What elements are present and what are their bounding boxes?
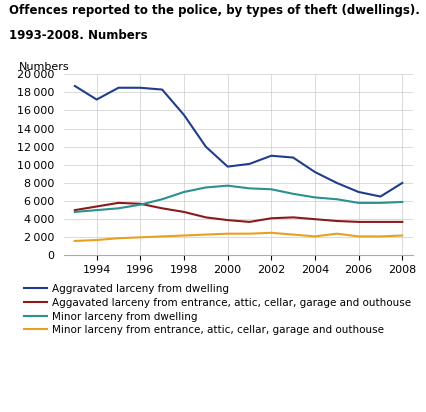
Minor larceny from dwelling xyxy=(400,199,405,204)
Aggavated larceny from entrance, attic, cellar, garage and outhouse xyxy=(291,215,296,220)
Aggravated larceny from dwelling xyxy=(291,155,296,160)
Aggavated larceny from entrance, attic, cellar, garage and outhouse xyxy=(334,218,340,223)
Aggavated larceny from entrance, attic, cellar, garage and outhouse xyxy=(225,218,230,222)
Minor larceny from dwelling xyxy=(72,209,78,214)
Minor larceny from entrance, attic, cellar, garage and outhouse xyxy=(203,232,208,237)
Minor larceny from entrance, attic, cellar, garage and outhouse xyxy=(116,236,121,241)
Aggavated larceny from entrance, attic, cellar, garage and outhouse xyxy=(378,220,383,225)
Minor larceny from dwelling xyxy=(94,208,99,213)
Aggavated larceny from entrance, attic, cellar, garage and outhouse xyxy=(269,216,274,221)
Minor larceny from entrance, attic, cellar, garage and outhouse xyxy=(334,231,340,236)
Aggravated larceny from dwelling xyxy=(94,97,99,102)
Aggavated larceny from entrance, attic, cellar, garage and outhouse xyxy=(247,220,252,225)
Aggavated larceny from entrance, attic, cellar, garage and outhouse xyxy=(181,209,187,214)
Minor larceny from entrance, attic, cellar, garage and outhouse xyxy=(400,233,405,238)
Aggravated larceny from dwelling xyxy=(312,170,317,175)
Aggavated larceny from entrance, attic, cellar, garage and outhouse xyxy=(312,217,317,222)
Aggravated larceny from dwelling xyxy=(356,190,361,194)
Minor larceny from entrance, attic, cellar, garage and outhouse xyxy=(356,234,361,239)
Legend: Aggravated larceny from dwelling, Aggavated larceny from entrance, attic, cellar: Aggravated larceny from dwelling, Aggava… xyxy=(24,284,411,335)
Minor larceny from entrance, attic, cellar, garage and outhouse xyxy=(291,232,296,237)
Minor larceny from dwelling xyxy=(334,197,340,202)
Minor larceny from entrance, attic, cellar, garage and outhouse xyxy=(138,235,143,240)
Aggavated larceny from entrance, attic, cellar, garage and outhouse xyxy=(356,220,361,225)
Aggavated larceny from entrance, attic, cellar, garage and outhouse xyxy=(138,201,143,206)
Aggravated larceny from dwelling xyxy=(181,112,187,117)
Aggravated larceny from dwelling xyxy=(116,85,121,90)
Aggravated larceny from dwelling xyxy=(72,84,78,89)
Minor larceny from dwelling xyxy=(269,187,274,192)
Minor larceny from dwelling xyxy=(138,202,143,207)
Minor larceny from dwelling xyxy=(378,200,383,205)
Aggavated larceny from entrance, attic, cellar, garage and outhouse xyxy=(72,208,78,213)
Aggravated larceny from dwelling xyxy=(400,180,405,185)
Minor larceny from dwelling xyxy=(116,206,121,211)
Minor larceny from entrance, attic, cellar, garage and outhouse xyxy=(312,234,317,239)
Minor larceny from dwelling xyxy=(225,183,230,188)
Minor larceny from dwelling xyxy=(181,190,187,194)
Minor larceny from dwelling xyxy=(160,197,165,202)
Text: 1993-2008. Numbers: 1993-2008. Numbers xyxy=(9,29,147,42)
Aggravated larceny from dwelling xyxy=(247,162,252,166)
Minor larceny from dwelling xyxy=(312,195,317,200)
Aggavated larceny from entrance, attic, cellar, garage and outhouse xyxy=(203,215,208,220)
Aggravated larceny from dwelling xyxy=(225,164,230,169)
Aggavated larceny from entrance, attic, cellar, garage and outhouse xyxy=(116,200,121,205)
Minor larceny from entrance, attic, cellar, garage and outhouse xyxy=(247,231,252,236)
Aggravated larceny from dwelling xyxy=(378,194,383,199)
Minor larceny from dwelling xyxy=(356,200,361,205)
Line: Minor larceny from entrance, attic, cellar, garage and outhouse: Minor larceny from entrance, attic, cell… xyxy=(75,233,402,241)
Line: Aggavated larceny from entrance, attic, cellar, garage and outhouse: Aggavated larceny from entrance, attic, … xyxy=(75,203,402,222)
Minor larceny from entrance, attic, cellar, garage and outhouse xyxy=(160,234,165,239)
Aggavated larceny from entrance, attic, cellar, garage and outhouse xyxy=(400,220,405,225)
Text: Offences reported to the police, by types of theft (dwellings).: Offences reported to the police, by type… xyxy=(9,4,419,17)
Aggravated larceny from dwelling xyxy=(138,85,143,90)
Minor larceny from dwelling xyxy=(203,185,208,190)
Aggravated larceny from dwelling xyxy=(203,144,208,149)
Line: Minor larceny from dwelling: Minor larceny from dwelling xyxy=(75,186,402,212)
Minor larceny from dwelling xyxy=(291,191,296,196)
Aggravated larceny from dwelling xyxy=(334,180,340,185)
Aggravated larceny from dwelling xyxy=(160,87,165,92)
Aggravated larceny from dwelling xyxy=(269,153,274,158)
Minor larceny from dwelling xyxy=(247,186,252,191)
Minor larceny from entrance, attic, cellar, garage and outhouse xyxy=(72,239,78,243)
Minor larceny from entrance, attic, cellar, garage and outhouse xyxy=(269,230,274,235)
Minor larceny from entrance, attic, cellar, garage and outhouse xyxy=(181,233,187,238)
Minor larceny from entrance, attic, cellar, garage and outhouse xyxy=(94,238,99,243)
Minor larceny from entrance, attic, cellar, garage and outhouse xyxy=(225,231,230,236)
Minor larceny from entrance, attic, cellar, garage and outhouse xyxy=(378,234,383,239)
Line: Aggravated larceny from dwelling: Aggravated larceny from dwelling xyxy=(75,86,402,197)
Aggavated larceny from entrance, attic, cellar, garage and outhouse xyxy=(94,204,99,209)
Aggavated larceny from entrance, attic, cellar, garage and outhouse xyxy=(160,206,165,211)
Text: Numbers: Numbers xyxy=(18,62,69,73)
